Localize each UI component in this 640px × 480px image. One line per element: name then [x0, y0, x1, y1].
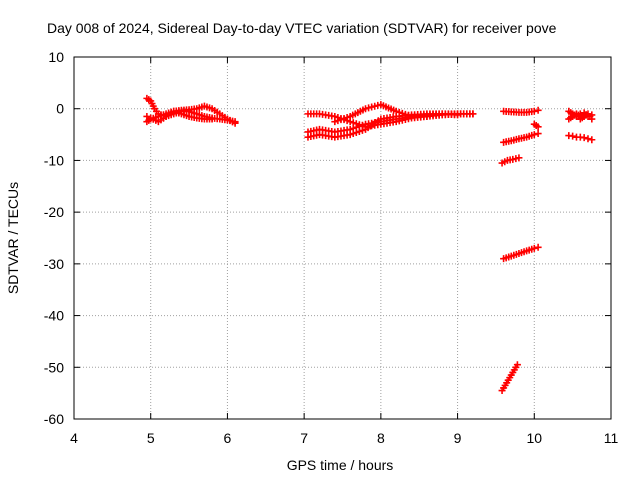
x-tick-label: 6: [224, 430, 232, 446]
x-tick-label: 5: [147, 430, 155, 446]
series-c1: [500, 106, 542, 116]
x-tick-label: 10: [526, 430, 542, 446]
x-tick-label: 11: [604, 430, 619, 446]
series-c3: [530, 120, 542, 131]
data-point: [530, 131, 538, 139]
data-point: [454, 111, 462, 119]
data-point: [584, 135, 592, 143]
data-point: [515, 154, 523, 162]
chart-title: Day 008 of 2024, Sidereal Day-to-day VTE…: [47, 20, 557, 36]
x-tick-label: 9: [454, 430, 462, 446]
series-c4: [498, 154, 523, 167]
data-point: [588, 115, 596, 123]
data-point: [588, 136, 596, 144]
series-d2: [565, 110, 596, 123]
y-axis-label: SDTVAR / TECUs: [5, 182, 21, 294]
x-tick-label: 7: [300, 430, 308, 446]
y-tick-label: -60: [44, 411, 64, 427]
tick-labels: 4 5 6 7 8 9 10 11 10 0 -10 -20 -30 -40 -50 -60: [44, 49, 619, 446]
plot-frame: [73, 56, 612, 420]
y-tick-label: 10: [48, 49, 64, 65]
series-d3: [565, 132, 596, 144]
series-a3: [143, 107, 216, 126]
data-point: [534, 243, 542, 251]
data-point: [530, 244, 538, 252]
data-point: [143, 112, 151, 120]
data-point: [231, 119, 239, 127]
data-point: [208, 115, 216, 123]
x-tick-label: 4: [70, 430, 78, 446]
y-tick-label: -40: [44, 308, 64, 324]
data-point: [423, 112, 431, 120]
data-point: [513, 361, 521, 369]
data-point: [534, 123, 542, 131]
series-c6: [498, 361, 521, 395]
y-tick-label: -20: [44, 204, 64, 220]
y-tick-label: -30: [44, 256, 64, 272]
data-point: [469, 110, 477, 118]
x-axis-label: GPS time / hours: [287, 457, 394, 473]
data-point: [569, 132, 577, 140]
data-point: [534, 130, 542, 138]
y-tick-label: -50: [44, 359, 64, 375]
data-points: [143, 94, 596, 395]
data-point: [534, 106, 542, 114]
series-b4: [331, 101, 431, 126]
series-c5: [500, 243, 542, 263]
y-tick-label: -10: [44, 152, 64, 168]
x-tick-label: 8: [377, 430, 385, 446]
ticks: [73, 56, 612, 420]
data-point: [530, 107, 538, 115]
y-tick-label: 0: [56, 101, 64, 117]
data-point: [580, 134, 588, 142]
series-c2: [500, 130, 542, 146]
